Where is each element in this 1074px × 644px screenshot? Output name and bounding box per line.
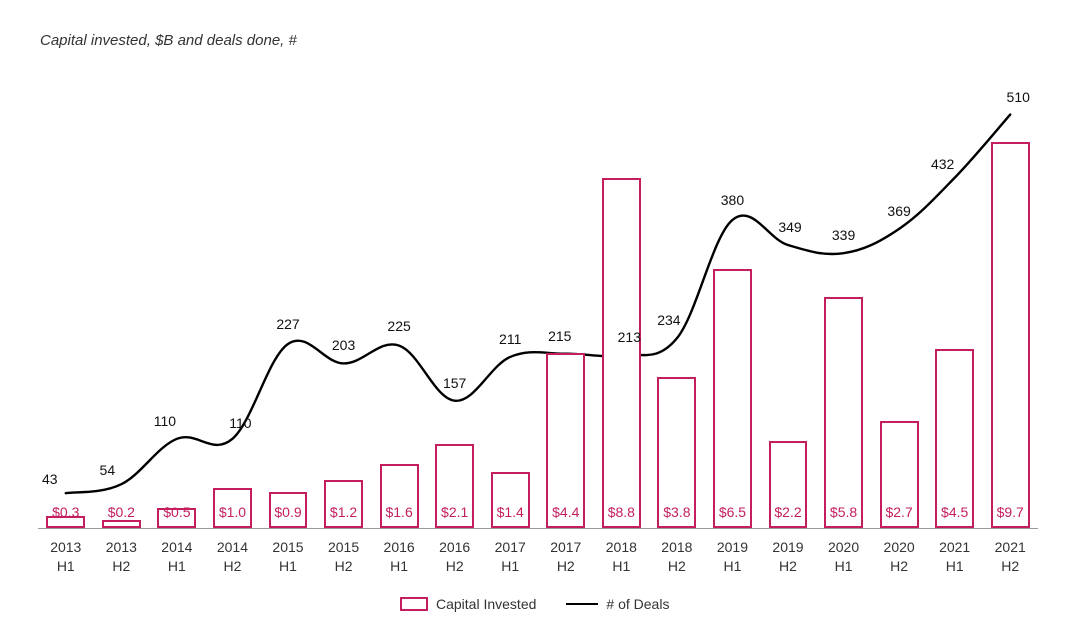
x-axis-label: 2017H2 [550,538,581,576]
bar-value-label: $0.9 [274,504,301,520]
x-axis-label: 2019H2 [772,538,803,576]
legend-label: Capital Invested [436,596,536,612]
x-axis-label: 2013H1 [50,538,81,576]
line-value-label: 213 [618,329,641,345]
line-value-label: 110 [229,415,251,431]
chart-container: { "chart": { "type": "bar+line", "title"… [0,0,1074,644]
line-value-label: 110 [154,413,176,429]
bar [602,178,641,528]
legend-item-deals: # of Deals [566,596,669,612]
bar-value-label: $5.8 [830,504,857,520]
legend-swatch-line [566,603,598,605]
bar-value-label: $0.5 [163,504,190,520]
x-axis-label: 2016H2 [439,538,470,576]
x-axis-label: 2018H2 [661,538,692,576]
line-value-label: 234 [657,312,680,328]
bar-value-label: $0.2 [108,504,135,520]
line-value-label: 215 [548,328,571,344]
bar [546,353,585,528]
line-value-label: 225 [387,318,410,334]
line-value-label: 227 [276,316,299,332]
bar [935,349,974,528]
chart-title: Capital invested, $B and deals done, # [40,32,297,49]
plot-area [38,74,1038,529]
bar-value-label: $1.4 [497,504,524,520]
x-axis-label: 2019H1 [717,538,748,576]
bar-value-label: $1.2 [330,504,357,520]
line-value-label: 157 [443,375,466,391]
x-axis-label: 2021H2 [995,538,1026,576]
bar-value-label: $8.8 [608,504,635,520]
line-value-label: 349 [778,219,801,235]
x-axis-label: 2020H2 [884,538,915,576]
bar [713,269,752,528]
legend-swatch-box [400,597,428,611]
x-axis-label: 2020H1 [828,538,859,576]
x-axis-label: 2017H1 [495,538,526,576]
bar-value-label: $2.2 [774,504,801,520]
bar-value-label: $1.6 [385,504,412,520]
line-value-label: 54 [100,462,116,478]
line-value-label: 43 [42,471,58,487]
line-value-label: 339 [832,227,855,243]
bar [991,142,1030,528]
bar [102,520,141,528]
x-axis-label: 2016H1 [384,538,415,576]
x-axis-label: 2014H2 [217,538,248,576]
bar-value-label: $2.1 [441,504,468,520]
bar-value-label: $3.8 [663,504,690,520]
x-axis-label: 2013H2 [106,538,137,576]
legend-label: # of Deals [606,596,669,612]
legend: Capital Invested # of Deals [400,596,669,612]
bar-value-label: $1.0 [219,504,246,520]
x-axis-label: 2014H1 [161,538,192,576]
bar-value-label: $0.3 [52,504,79,520]
bar [824,297,863,528]
x-axis-label: 2018H1 [606,538,637,576]
bar-value-label: $6.5 [719,504,746,520]
legend-item-capital: Capital Invested [400,596,536,612]
bar-value-label: $4.5 [941,504,968,520]
bar-value-label: $2.7 [885,504,912,520]
line-value-label: 380 [721,192,744,208]
bar-value-label: $4.4 [552,504,579,520]
line-value-label: 432 [931,156,954,172]
line-value-label: 211 [499,331,521,347]
x-axis-label: 2021H1 [939,538,970,576]
line-value-label: 203 [332,337,355,353]
line-value-label: 369 [887,203,910,219]
bar-value-label: $9.7 [997,504,1024,520]
x-axis-label: 2015H1 [272,538,303,576]
x-axis-label: 2015H2 [328,538,359,576]
line-value-label: 510 [1007,89,1030,105]
